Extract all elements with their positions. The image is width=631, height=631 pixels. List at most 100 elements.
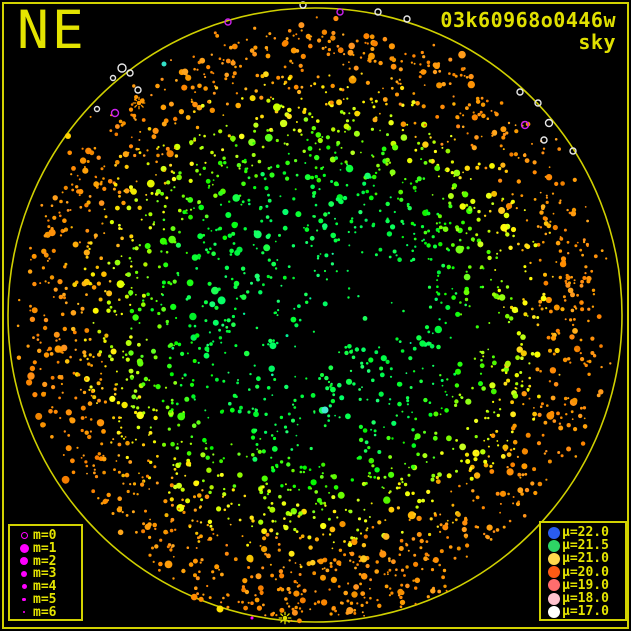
star — [202, 166, 206, 170]
star — [430, 568, 435, 572]
star — [480, 135, 483, 138]
star — [236, 381, 240, 385]
star — [328, 201, 335, 207]
star — [435, 222, 438, 225]
star — [445, 305, 451, 310]
star — [348, 42, 356, 50]
star — [353, 608, 357, 612]
star — [222, 379, 226, 383]
star — [278, 494, 282, 499]
star — [400, 530, 404, 534]
star — [299, 417, 302, 420]
star — [87, 401, 93, 406]
star — [88, 209, 91, 212]
star — [188, 464, 192, 467]
star — [506, 452, 512, 457]
star — [116, 280, 125, 288]
star — [411, 257, 416, 262]
star — [225, 58, 231, 64]
star — [584, 272, 587, 275]
star — [465, 203, 469, 207]
star — [89, 418, 93, 421]
star — [234, 307, 237, 311]
star — [69, 209, 72, 211]
star — [221, 495, 225, 498]
star — [264, 430, 268, 434]
star — [405, 565, 409, 569]
star — [269, 96, 272, 99]
star — [436, 285, 439, 289]
star — [347, 230, 350, 234]
star — [375, 398, 380, 403]
legend-row: μ=21.0 — [546, 551, 625, 566]
star — [391, 420, 397, 426]
star — [271, 446, 278, 452]
star — [135, 270, 139, 274]
star — [292, 197, 296, 201]
star — [121, 510, 124, 514]
star — [153, 384, 156, 387]
title-block: 03k60968o0446w sky — [440, 9, 616, 53]
star — [184, 474, 187, 477]
star — [117, 496, 122, 502]
star — [246, 543, 250, 547]
star — [276, 430, 279, 433]
star — [26, 344, 30, 348]
star — [234, 249, 241, 256]
star — [379, 112, 381, 115]
star — [550, 395, 556, 401]
star — [455, 368, 461, 375]
star — [170, 476, 174, 480]
star — [278, 233, 281, 237]
star — [261, 546, 268, 553]
star — [231, 322, 236, 328]
star — [445, 148, 451, 154]
star — [297, 602, 300, 605]
star — [251, 153, 256, 157]
star — [412, 579, 415, 582]
star — [43, 352, 50, 358]
plot-subtitle: sky — [578, 30, 616, 54]
star — [438, 225, 443, 230]
star — [542, 147, 546, 150]
star — [353, 584, 359, 590]
star — [530, 352, 535, 356]
star — [107, 261, 111, 265]
star — [167, 281, 171, 285]
star — [385, 201, 390, 207]
star — [489, 469, 495, 474]
star — [286, 488, 290, 491]
star — [276, 299, 280, 303]
star — [161, 306, 167, 312]
star — [282, 566, 285, 569]
star — [219, 203, 223, 206]
star — [300, 53, 306, 60]
star — [291, 468, 295, 473]
star — [349, 601, 354, 605]
star — [548, 231, 551, 234]
star — [255, 73, 260, 78]
star — [359, 56, 363, 59]
star — [290, 47, 297, 54]
star — [94, 175, 97, 178]
star — [175, 402, 179, 406]
star — [318, 188, 321, 191]
star — [503, 212, 510, 219]
star — [193, 573, 197, 578]
star — [427, 330, 431, 334]
star — [451, 186, 455, 190]
star — [233, 557, 238, 562]
star — [196, 520, 199, 523]
star — [130, 188, 137, 195]
star — [302, 110, 307, 114]
star — [443, 584, 447, 588]
star — [120, 255, 123, 258]
star — [289, 59, 293, 63]
star — [409, 386, 413, 389]
star — [260, 74, 265, 79]
star — [88, 195, 92, 198]
star — [383, 573, 386, 576]
star — [51, 406, 54, 409]
star — [308, 154, 312, 157]
star — [401, 235, 404, 239]
